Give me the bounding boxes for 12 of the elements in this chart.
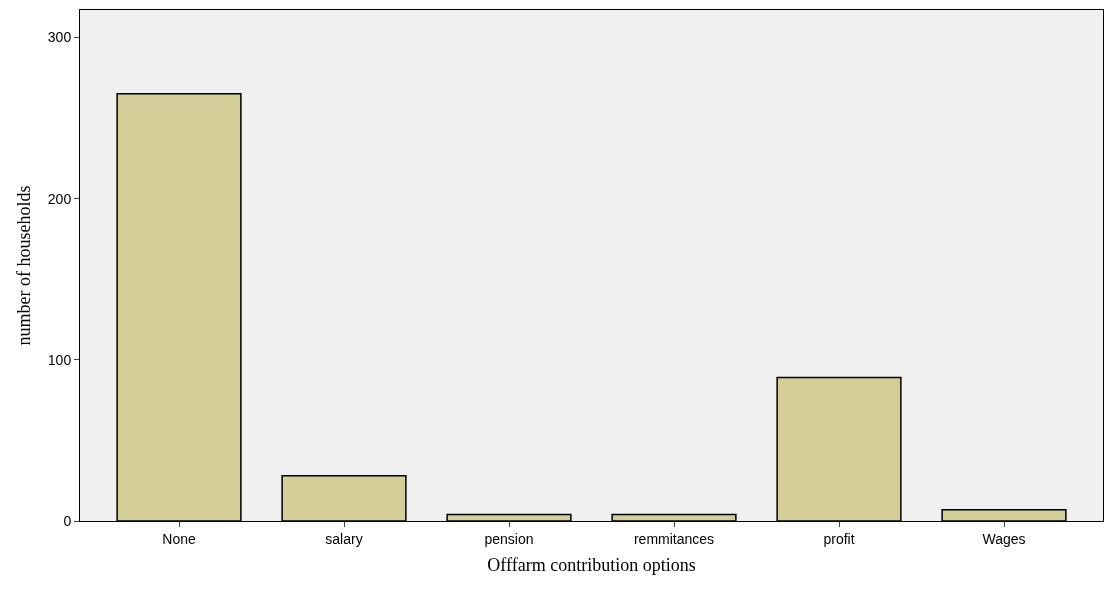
x-tick-label: pension	[484, 530, 534, 547]
y-tick-label: 200	[47, 190, 72, 207]
y-tick-label: 300	[47, 29, 72, 46]
x-tick-label: profit	[823, 530, 855, 547]
x-tick-label: salary	[325, 530, 363, 547]
x-tick-label: None	[162, 530, 196, 547]
x-axis-title: Offfarm contribution options	[487, 554, 696, 575]
y-tick-label: 100	[47, 351, 72, 368]
x-tick-label: remmitances	[633, 530, 715, 547]
x-tick-label: Wages	[982, 530, 1026, 547]
y-tick-label: 0	[63, 512, 72, 529]
y-axis-title: number of households	[14, 185, 35, 346]
